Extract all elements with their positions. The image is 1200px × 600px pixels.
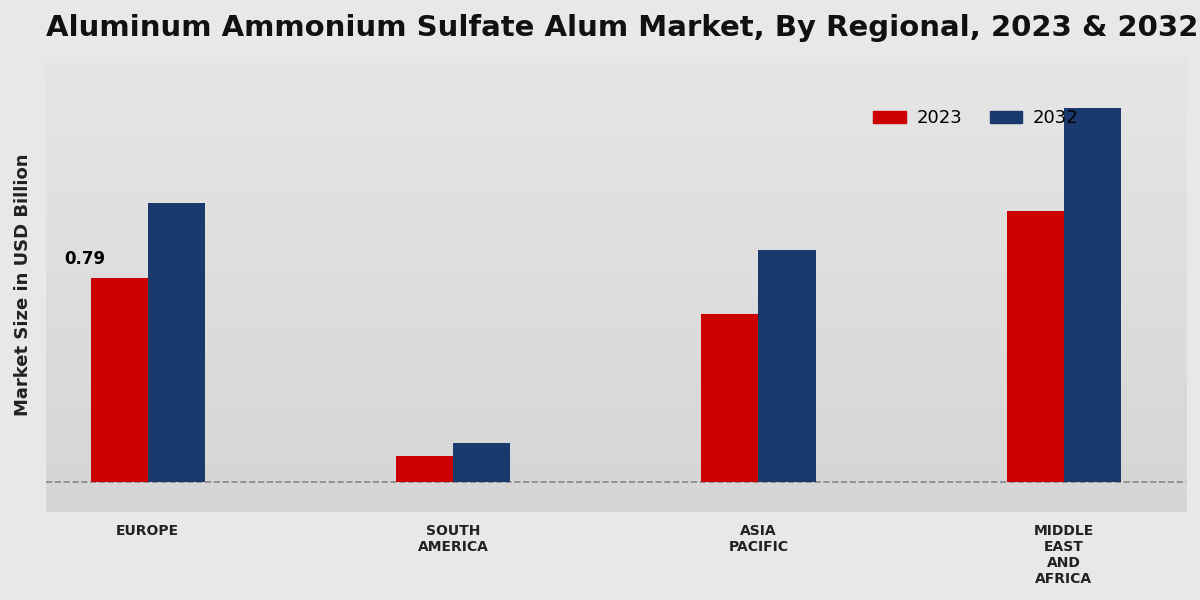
Bar: [148, 203, 205, 482]
Bar: [90, 278, 148, 482]
Bar: [1064, 108, 1121, 482]
Bar: [396, 456, 454, 482]
Bar: [758, 250, 816, 482]
Legend: 2023, 2032: 2023, 2032: [866, 102, 1086, 134]
Text: Aluminum Ammonium Sulfate Alum Market, By Regional, 2023 & 2032: Aluminum Ammonium Sulfate Alum Market, B…: [46, 14, 1198, 42]
Text: 0.79: 0.79: [65, 250, 106, 268]
Bar: [1007, 211, 1064, 482]
Bar: [454, 443, 510, 482]
Bar: [702, 314, 758, 482]
Y-axis label: Market Size in USD Billion: Market Size in USD Billion: [14, 154, 32, 416]
